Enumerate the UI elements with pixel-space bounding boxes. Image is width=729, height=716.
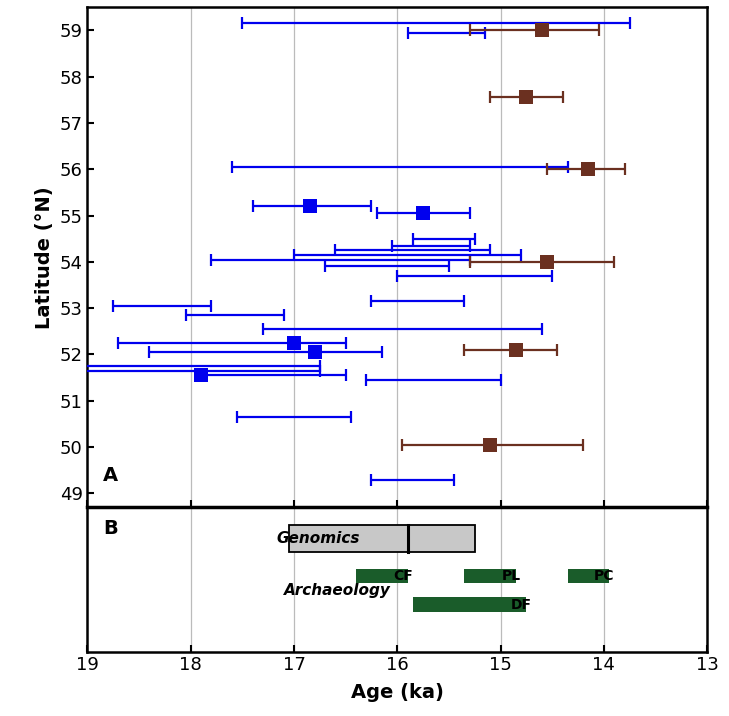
Point xyxy=(484,439,496,450)
Point xyxy=(288,337,300,349)
Text: Archaeology: Archaeology xyxy=(284,583,391,598)
Text: B: B xyxy=(103,519,117,538)
Y-axis label: Latitude (°N): Latitude (°N) xyxy=(35,186,54,329)
Text: DF: DF xyxy=(510,598,531,611)
Point xyxy=(582,163,594,175)
Point xyxy=(309,347,321,358)
Point xyxy=(304,200,316,212)
Text: CF: CF xyxy=(393,569,413,583)
Text: Genomics: Genomics xyxy=(276,531,360,546)
Bar xyxy=(356,569,408,583)
Text: PL: PL xyxy=(502,569,521,583)
Point xyxy=(195,369,207,381)
Point xyxy=(521,92,532,103)
Bar xyxy=(413,597,526,612)
Text: PC: PC xyxy=(593,569,615,583)
Point xyxy=(541,256,553,268)
Bar xyxy=(289,525,475,552)
Point xyxy=(417,208,429,219)
X-axis label: Age (ka): Age (ka) xyxy=(351,683,444,702)
Point xyxy=(536,24,547,36)
Point xyxy=(510,344,522,356)
Text: A: A xyxy=(103,466,118,485)
Bar xyxy=(464,569,516,583)
Bar xyxy=(568,569,609,583)
